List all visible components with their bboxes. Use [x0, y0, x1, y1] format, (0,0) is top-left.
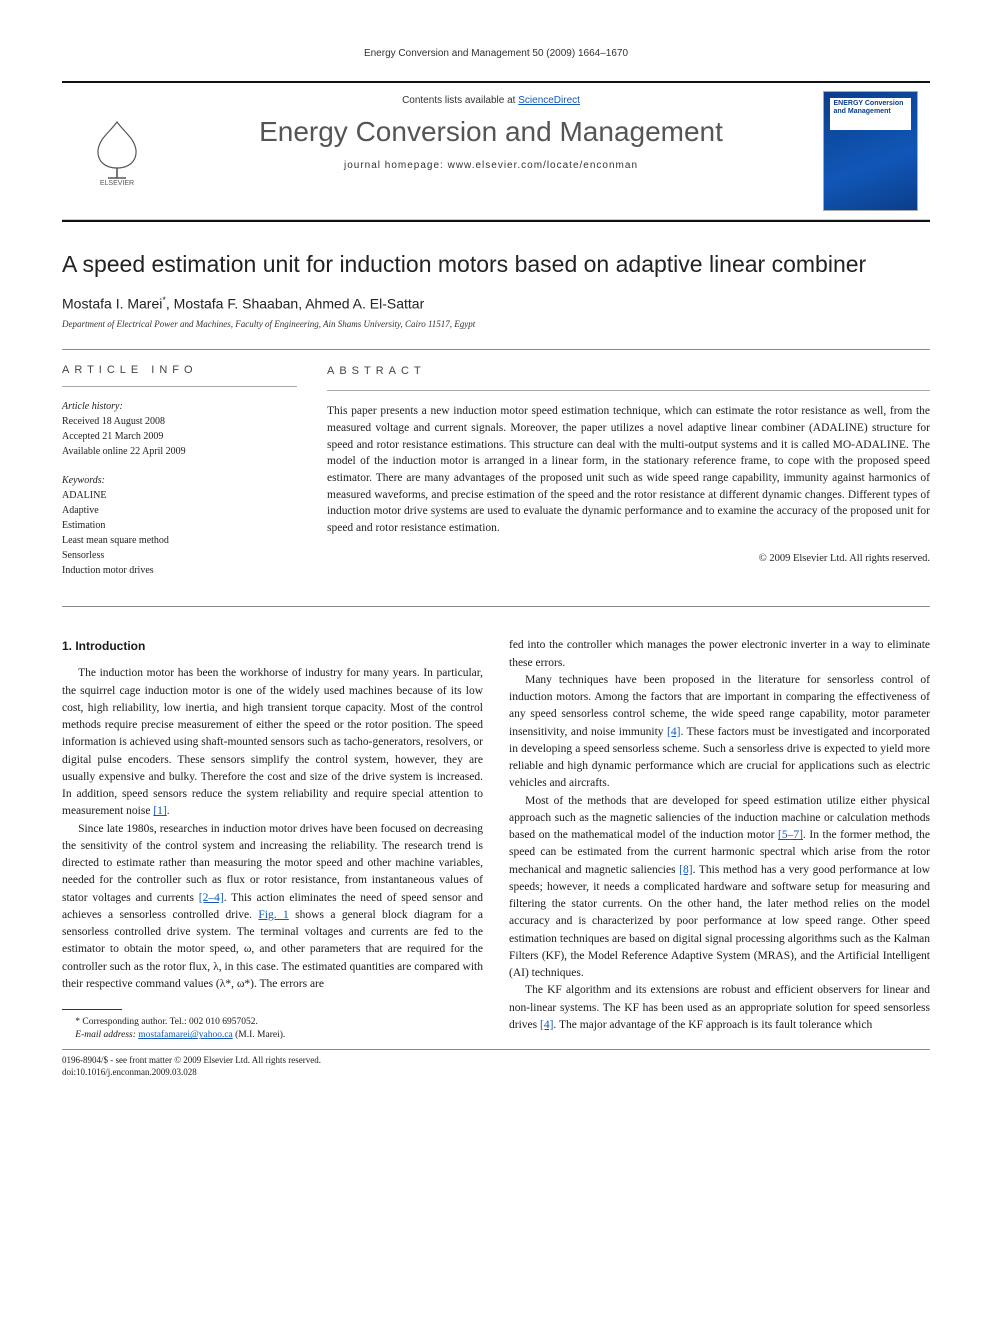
ref-link[interactable]: [8] [679, 864, 692, 876]
history-received: Received 18 August 2008 [62, 414, 297, 429]
ref-link[interactable]: [5–7] [778, 829, 803, 841]
body-columns: 1. Introduction The induction motor has … [62, 637, 930, 1042]
author-name-1: Mostafa I. Marei [62, 295, 162, 311]
publisher-name: ELSEVIER [100, 180, 134, 186]
running-header: Energy Conversion and Management 50 (200… [62, 48, 930, 59]
body-paragraph: fed into the controller which manages th… [509, 637, 930, 672]
journal-name: Energy Conversion and Management [180, 116, 802, 148]
body-paragraph: The induction motor has been the workhor… [62, 665, 483, 820]
fig-link[interactable]: Fig. 1 [258, 909, 288, 921]
author-names-rest: , Mostafa F. Shaaban, Ahmed A. El-Sattar [166, 295, 424, 311]
keyword: Adaptive [62, 503, 297, 518]
cover-thumb-title: ENERGY Conversion and Management [834, 100, 907, 115]
ref-link[interactable]: [2–4] [199, 892, 224, 904]
journal-masthead: ELSEVIER Contents lists available at Sci… [62, 81, 930, 222]
history-online: Available online 22 April 2009 [62, 444, 297, 459]
body-paragraph: Many techniques have been proposed in th… [509, 672, 930, 793]
keyword: Estimation [62, 518, 297, 533]
history-label: Article history: [62, 399, 297, 414]
publisher-logo: ELSEVIER [62, 83, 172, 219]
ref-link[interactable]: [1] [153, 805, 166, 817]
article-title: A speed estimation unit for induction mo… [62, 250, 930, 279]
body-paragraph: Most of the methods that are developed f… [509, 793, 930, 983]
front-matter-line: 0196-8904/$ - see front matter © 2009 El… [62, 1054, 930, 1067]
footnote-rule [62, 1009, 122, 1010]
body-paragraph: The KF algorithm and its extensions are … [509, 982, 930, 1034]
sciencedirect-link[interactable]: ScienceDirect [518, 95, 580, 106]
keywords-block: Keywords: ADALINE Adaptive Estimation Le… [62, 473, 297, 578]
keywords-label: Keywords: [62, 473, 297, 488]
article-info: ARTICLE INFO Article history: Received 1… [62, 364, 297, 592]
keyword: ADALINE [62, 488, 297, 503]
page: Energy Conversion and Management 50 (200… [0, 0, 992, 1323]
body-paragraph: Since late 1980s, researches in inductio… [62, 821, 483, 994]
section-heading-1: 1. Introduction [62, 637, 483, 655]
keyword: Induction motor drives [62, 563, 297, 578]
article-info-heading: ARTICLE INFO [62, 364, 297, 387]
abstract: ABSTRACT This paper presents a new induc… [327, 364, 930, 592]
ref-link[interactable]: [4] [540, 1019, 553, 1031]
author-list: Mostafa I. Marei*, Mostafa F. Shaaban, A… [62, 295, 930, 312]
abstract-text: This paper presents a new induction moto… [327, 403, 930, 536]
article-history: Article history: Received 18 August 2008… [62, 399, 297, 459]
journal-homepage-line: journal homepage: www.elsevier.com/locat… [180, 160, 802, 171]
history-accepted: Accepted 21 March 2009 [62, 429, 297, 444]
colophon-rule [62, 1049, 930, 1050]
colophon: 0196-8904/$ - see front matter © 2009 El… [62, 1054, 930, 1079]
journal-cover-thumb: ENERGY Conversion and Management [810, 83, 930, 219]
ref-link[interactable]: [4] [667, 726, 680, 738]
affiliation: Department of Electrical Power and Machi… [62, 319, 930, 329]
email-footnote: E-mail address: mostafamarei@yahoo.ca (M… [62, 1029, 483, 1042]
keyword: Sensorless [62, 548, 297, 563]
journal-homepage-url: www.elsevier.com/locate/enconman [448, 160, 638, 171]
keyword: Least mean square method [62, 533, 297, 548]
contents-lists-line: Contents lists available at ScienceDirec… [180, 95, 802, 106]
email-link[interactable]: mostafamarei@yahoo.ca [138, 1030, 232, 1040]
doi-line: doi:10.1016/j.enconman.2009.03.028 [62, 1066, 930, 1079]
abstract-copyright: © 2009 Elsevier Ltd. All rights reserved… [327, 551, 930, 566]
abstract-heading: ABSTRACT [327, 364, 930, 391]
corresponding-author-footnote: * Corresponding author. Tel.: 002 010 69… [62, 1016, 483, 1029]
